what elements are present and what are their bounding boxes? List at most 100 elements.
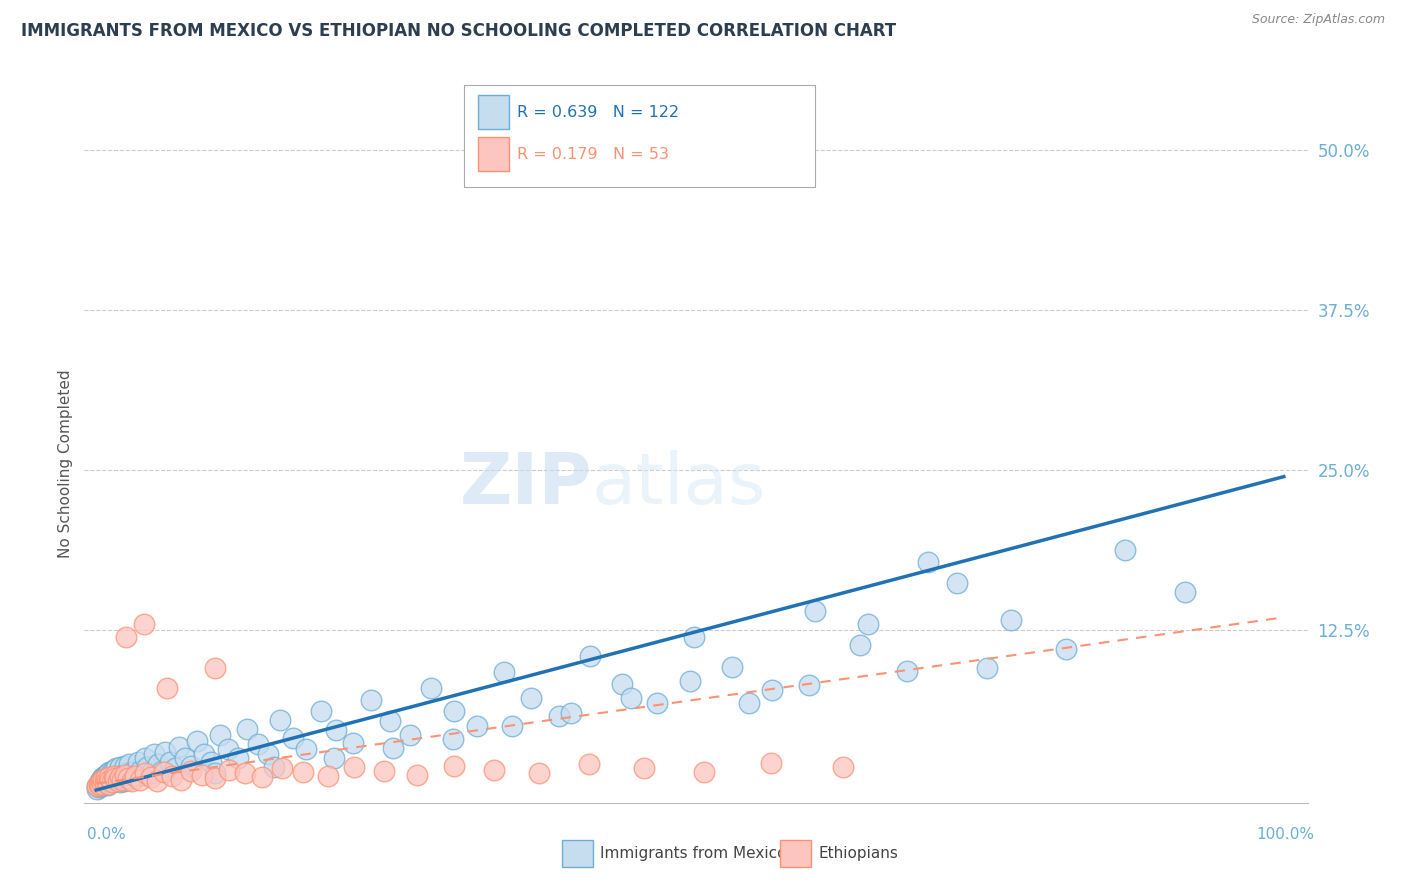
Point xyxy=(90,775,112,789)
Point xyxy=(263,760,285,774)
Point xyxy=(612,677,634,691)
Point xyxy=(111,772,134,786)
Point xyxy=(441,731,464,746)
Point xyxy=(398,728,420,742)
Point xyxy=(159,755,181,769)
Point xyxy=(129,764,152,778)
Point xyxy=(322,751,344,765)
Point xyxy=(121,774,143,789)
Point xyxy=(1056,642,1078,657)
Point xyxy=(98,775,121,789)
Point xyxy=(94,767,117,781)
Point xyxy=(191,767,214,781)
Point xyxy=(107,769,129,783)
Point xyxy=(270,761,292,775)
Point xyxy=(90,778,112,792)
Point xyxy=(156,681,179,695)
Text: Source: ZipAtlas.com: Source: ZipAtlas.com xyxy=(1251,13,1385,27)
Point xyxy=(134,751,156,765)
Point xyxy=(100,769,122,783)
Point xyxy=(682,630,704,644)
Point xyxy=(107,774,129,789)
Text: R = 0.639   N = 122: R = 0.639 N = 122 xyxy=(517,105,679,120)
Point xyxy=(117,772,139,787)
Point xyxy=(186,734,208,748)
Point xyxy=(105,761,128,775)
Point xyxy=(343,760,366,774)
Point xyxy=(693,765,716,780)
Text: Ethiopians: Ethiopians xyxy=(818,847,898,861)
Point xyxy=(832,760,855,774)
Point xyxy=(420,681,443,695)
Point xyxy=(204,766,226,780)
Point xyxy=(115,630,138,644)
Point xyxy=(204,661,226,675)
Point xyxy=(114,758,136,772)
Point xyxy=(146,757,169,772)
Text: IMMIGRANTS FROM MEXICO VS ETHIOPIAN NO SCHOOLING COMPLETED CORRELATION CHART: IMMIGRANTS FROM MEXICO VS ETHIOPIAN NO S… xyxy=(21,22,896,40)
Point xyxy=(761,683,783,698)
Point xyxy=(501,719,523,733)
Point xyxy=(100,772,122,787)
Point xyxy=(96,774,118,789)
Point xyxy=(89,776,111,790)
Point xyxy=(153,745,176,759)
Point xyxy=(269,713,291,727)
Point xyxy=(200,755,222,769)
Point xyxy=(252,770,274,784)
Point xyxy=(94,772,117,786)
Point xyxy=(492,665,515,680)
Point xyxy=(93,775,115,789)
Point xyxy=(169,739,191,754)
Point xyxy=(180,758,202,772)
Point xyxy=(849,639,872,653)
Point xyxy=(89,774,111,789)
Point xyxy=(373,764,395,778)
Point xyxy=(98,770,121,784)
Point xyxy=(108,770,131,784)
Point xyxy=(87,776,110,790)
Point xyxy=(917,555,939,569)
Point xyxy=(467,719,489,733)
Point xyxy=(112,774,135,789)
Point xyxy=(101,772,124,786)
Point xyxy=(93,774,115,789)
Point xyxy=(150,764,173,778)
Point xyxy=(90,774,112,789)
Point xyxy=(679,674,702,689)
Point xyxy=(342,736,364,750)
Point xyxy=(976,661,998,675)
Point xyxy=(529,766,551,780)
Point xyxy=(97,772,120,786)
Point xyxy=(91,776,114,790)
Point xyxy=(94,776,117,790)
Point xyxy=(1174,584,1197,599)
Point xyxy=(96,774,118,789)
Point xyxy=(578,757,600,772)
Point xyxy=(87,776,110,790)
Text: 0.0%: 0.0% xyxy=(87,827,127,841)
Point xyxy=(93,772,115,787)
Point xyxy=(136,760,159,774)
Point xyxy=(208,728,231,742)
Point xyxy=(86,779,108,793)
Text: ZIP: ZIP xyxy=(460,450,592,518)
Point xyxy=(633,761,655,775)
Point xyxy=(86,779,108,793)
Point xyxy=(124,769,146,783)
Point xyxy=(174,751,197,765)
Point xyxy=(295,742,318,756)
Point xyxy=(134,766,156,780)
Point xyxy=(108,760,131,774)
Point xyxy=(233,766,256,780)
Point xyxy=(91,775,114,789)
Point xyxy=(115,770,138,784)
Point xyxy=(93,772,115,787)
Point xyxy=(139,766,162,780)
Point xyxy=(87,780,110,795)
Point xyxy=(93,770,115,784)
Point xyxy=(91,779,114,793)
Point xyxy=(131,767,153,781)
Point xyxy=(720,660,742,674)
Point xyxy=(579,648,602,663)
